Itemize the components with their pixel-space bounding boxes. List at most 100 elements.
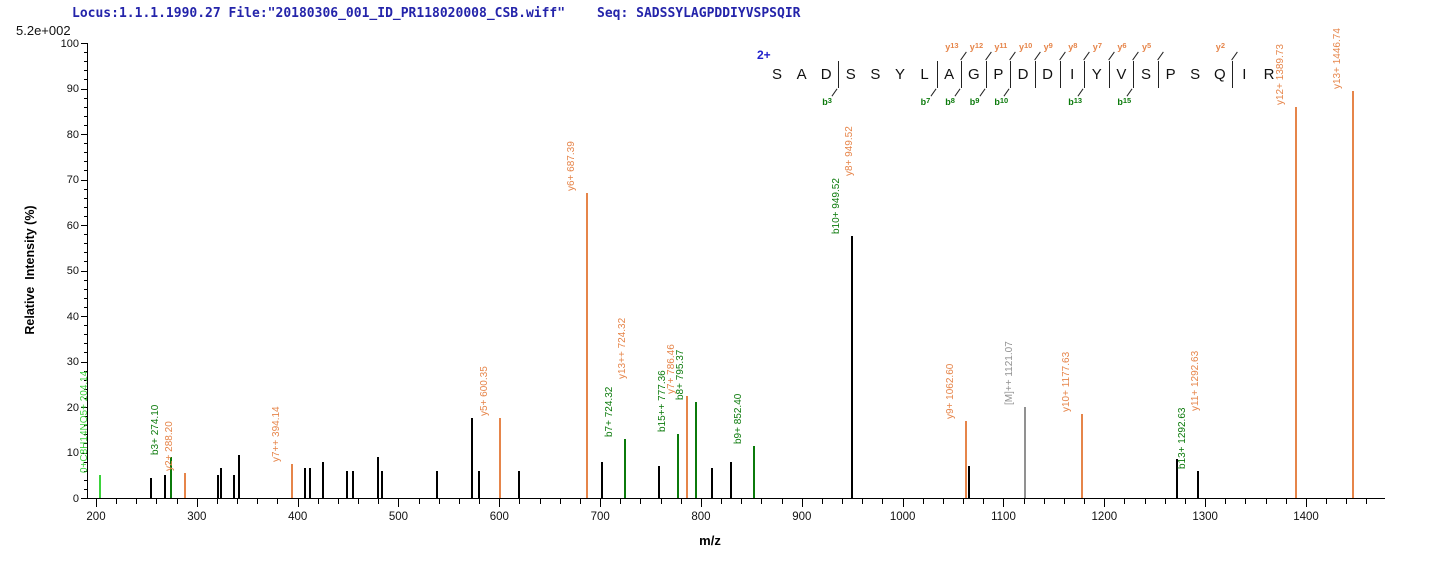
- x-axis-tick: [418, 499, 420, 504]
- y-axis-tick-label: 60: [66, 219, 79, 232]
- spectrum-peak: [471, 418, 474, 498]
- y-axis-tick-label: 80: [66, 128, 79, 141]
- b-ion-marker-label: b3: [822, 96, 832, 107]
- x-axis-tick: [1063, 499, 1065, 504]
- spectrum-peak: [964, 420, 967, 498]
- x-axis-tick: [116, 499, 118, 504]
- spectrum-peak: [1352, 90, 1355, 498]
- spectrum-peak: [303, 468, 306, 498]
- spectrum-peak: [150, 477, 153, 498]
- spectrum-peak: [352, 470, 355, 498]
- b-ion-tick: [831, 88, 838, 97]
- spectrum-peak: [435, 470, 438, 498]
- y-ion-marker-label: y13: [945, 41, 959, 52]
- x-axis-tick: [983, 499, 985, 504]
- x-axis-line: [87, 498, 1385, 499]
- x-axis-title: m/z: [699, 533, 721, 548]
- sequence-residue: I: [1242, 66, 1247, 83]
- base-peak-scale-note: 5.2e+002: [16, 23, 71, 38]
- y-ion-marker-label: y6: [1117, 41, 1127, 52]
- y-axis-tick: [84, 297, 87, 299]
- y-axis-tick: [84, 388, 87, 390]
- peak-label: [M]++ 1121.07: [1003, 341, 1015, 405]
- y-axis-tick: [81, 361, 87, 363]
- x-axis-tick: [1285, 499, 1287, 504]
- x-axis-tick: [781, 499, 783, 504]
- x-axis-tick-label: 1000: [889, 511, 916, 523]
- spectrum-peak: [99, 475, 102, 498]
- y-axis-tick-label: 90: [66, 83, 79, 95]
- spectrum-peak: [183, 472, 186, 498]
- y-axis-tick: [84, 470, 87, 472]
- y-axis-tick: [84, 443, 87, 445]
- peak-label: 0+C8H14NO5+ 204.14: [79, 370, 91, 474]
- spectrum-peak: [381, 470, 384, 498]
- peak-label: y13++ 724.32: [616, 317, 628, 379]
- x-axis-tick: [1184, 499, 1186, 504]
- spectrum-peak: [677, 434, 680, 498]
- x-axis-tick: [882, 499, 884, 504]
- x-axis-tick: [1366, 499, 1368, 504]
- y-ion-marker-label: y7: [1092, 41, 1102, 52]
- sequence-residue: P: [993, 66, 1004, 83]
- spectrum-peak: [1175, 459, 1178, 498]
- y-ion-marker-label: y8: [1068, 41, 1078, 52]
- x-axis-tick: [1043, 499, 1045, 504]
- peak-label: y6+ 687.39: [566, 141, 578, 192]
- x-axis-tick-label: 500: [388, 511, 409, 523]
- spectrum-peak: [233, 475, 236, 498]
- x-axis-tick: [1305, 499, 1307, 507]
- x-axis-tick: [963, 499, 965, 504]
- y-ion-marker-label: y11: [994, 41, 1008, 52]
- x-axis-tick: [358, 499, 360, 504]
- y-axis-line: [87, 43, 88, 499]
- y-axis-tick: [84, 70, 87, 72]
- x-axis-tick: [620, 499, 622, 504]
- fragmentation-bond-bar: [1010, 61, 1012, 88]
- spectrum-peak: [1080, 413, 1083, 498]
- x-axis-tick: [539, 499, 541, 504]
- sequence-residue: A: [944, 66, 955, 83]
- y-axis-tick-label: 0: [72, 492, 79, 505]
- spectrum-peak: [967, 466, 970, 498]
- x-axis-tick: [801, 499, 803, 507]
- y-axis-tick: [81, 225, 87, 226]
- spectrum-peak: [163, 475, 166, 498]
- y-axis-tick: [84, 279, 87, 281]
- y-axis-tick: [84, 479, 87, 481]
- sequence-residue: G: [967, 66, 980, 83]
- sequence-residue: S: [870, 66, 881, 83]
- spectrum-peak: [730, 461, 733, 498]
- spectrum-peak: [657, 466, 660, 498]
- spectrum-peak: [850, 236, 853, 498]
- spectrum-peak: [586, 193, 589, 498]
- y-axis-tick-label: 20: [66, 401, 79, 414]
- x-axis-tick: [136, 499, 138, 504]
- b-ion-tick: [954, 88, 961, 97]
- peak-label: b3+ 274.10: [149, 404, 161, 456]
- y-axis-tick: [84, 215, 87, 217]
- y-ion-marker-label: y10: [1019, 41, 1033, 52]
- x-axis-tick: [1124, 499, 1126, 504]
- y-axis-tick: [84, 288, 87, 290]
- x-axis-tick-label: 900: [792, 511, 812, 523]
- sequence-residue: S: [1190, 66, 1201, 83]
- precursor-charge-label: 2+: [757, 48, 771, 62]
- sequence-residue: D: [820, 66, 832, 83]
- spectrum-peak: [1196, 470, 1199, 498]
- spectrum-peak: [308, 468, 311, 498]
- peak-label: y5+ 600.35: [478, 366, 490, 417]
- y-axis-tick: [84, 234, 87, 236]
- x-axis-tick: [761, 499, 763, 504]
- x-axis-tick: [1245, 499, 1247, 504]
- peak-label: b7+ 724.32: [603, 386, 615, 437]
- x-axis-tick: [499, 499, 501, 507]
- sequence-residue: P: [1165, 66, 1176, 83]
- y-ion-tick: [1083, 51, 1090, 61]
- x-axis-tick-label: 300: [187, 511, 207, 523]
- y-axis-tick: [81, 407, 87, 408]
- x-axis-tick: [902, 499, 904, 507]
- y-axis-tick: [84, 124, 87, 126]
- spectrum-peak: [169, 457, 172, 498]
